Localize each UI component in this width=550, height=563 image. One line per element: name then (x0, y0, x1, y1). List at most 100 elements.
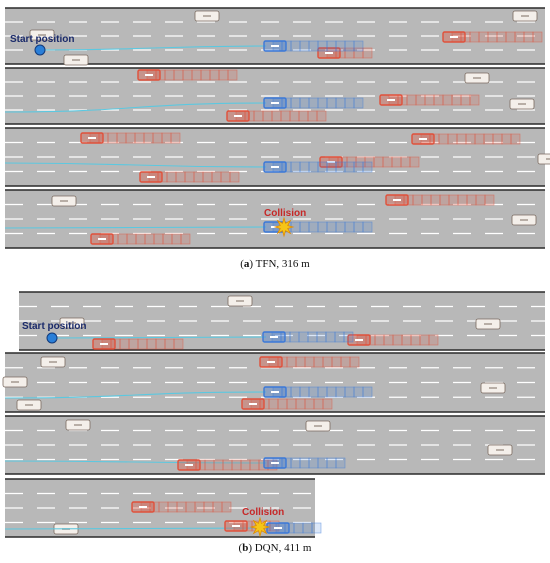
car-window (60, 200, 68, 202)
adversary-vehicle-window (325, 52, 333, 54)
car-window (521, 15, 529, 17)
adversary-vehicle (317, 47, 373, 59)
adversary-vehicle-trail (268, 398, 279, 410)
ego-vehicle-trail (308, 40, 319, 52)
adversary-vehicle-trail (438, 133, 449, 145)
adversary-vehicle-trail (487, 31, 498, 43)
ego-vehicle-trail (326, 40, 337, 52)
adversary-vehicle-window (387, 99, 395, 101)
adversary-vehicle-trail (166, 171, 177, 183)
ego-trajectory (4, 102, 267, 113)
ego-vehicle-trail (290, 386, 301, 398)
adversary-vehicle-window (185, 464, 193, 466)
adversary-vehicle-trail (331, 356, 342, 368)
adversary-vehicle-trail (218, 69, 229, 81)
ego-vehicle-trail (317, 97, 328, 109)
adversary-vehicle-window (88, 137, 96, 139)
collision-label: Collision (264, 208, 306, 219)
adversary-vehicle-trail (419, 334, 430, 346)
ego-vehicle-trail (290, 457, 301, 469)
adversary-vehicle-trail (158, 501, 169, 513)
adversary-vehicle (90, 233, 191, 245)
ego-vehicle-trail (302, 522, 313, 534)
ego-vehicle-trail (343, 331, 354, 343)
adversary-vehicle-trail (469, 94, 480, 106)
adversary-vehicle-trail (167, 501, 178, 513)
ego-vehicle-trail (344, 40, 355, 52)
ego-vehicle (263, 97, 364, 109)
adversary-vehicle-trail (200, 69, 211, 81)
adversary-vehicle-trail (117, 233, 128, 245)
car-window (520, 219, 528, 221)
car-window (38, 34, 46, 36)
adversary-vehicle-trail (373, 156, 384, 168)
adversary-vehicle-trail (194, 501, 205, 513)
ego-vehicle-trail (317, 386, 328, 398)
adversary-vehicle-trail (286, 356, 297, 368)
ego-vehicle-trail (353, 221, 364, 233)
adversary-vehicle-trail (514, 31, 525, 43)
adversary-vehicle-trail (483, 133, 494, 145)
ego-vehicle-trail (325, 331, 336, 343)
car-window (489, 387, 497, 389)
adversary-vehicle (92, 338, 184, 350)
adversary-vehicle-trail (162, 233, 173, 245)
ego-vehicle-trail (353, 386, 364, 398)
adversary-vehicle-trail (171, 233, 182, 245)
car-window (74, 424, 82, 426)
ego-vehicle-trail (344, 161, 355, 173)
car-window (546, 158, 550, 160)
adversary-vehicle-trail (362, 47, 373, 59)
ego-vehicle-trail (335, 40, 346, 52)
adversary-vehicle-trail (447, 133, 458, 145)
ego-vehicle-trail (317, 457, 328, 469)
adversary-vehicle-trail (295, 398, 306, 410)
adversary-vehicle-trail (298, 110, 309, 122)
ego-vehicle-trail (290, 161, 301, 173)
ego-vehicle-trail (308, 386, 319, 398)
ego-vehicle-trail (299, 457, 310, 469)
ego-vehicle-trail (299, 386, 310, 398)
adversary-vehicle-trail (262, 110, 273, 122)
adversary-vehicle-trail (231, 459, 242, 471)
adversary-vehicle-trail (448, 194, 459, 206)
start-marker (46, 332, 58, 344)
adversary-vehicle (139, 171, 240, 183)
ego-vehicle-trail (316, 331, 327, 343)
adversary-vehicle-trail (193, 171, 204, 183)
adversary-vehicle-trail (295, 356, 306, 368)
adversary-vehicle-trail (229, 171, 240, 183)
adversary-vehicle-trail (211, 171, 222, 183)
adversary-vehicle-window (139, 506, 147, 508)
adversary-vehicle-trail (180, 233, 191, 245)
ego-trajectory (4, 391, 267, 399)
ego-vehicle-trail (308, 221, 319, 233)
adversary-vehicle (80, 132, 181, 144)
ego-vehicle-trail (353, 97, 364, 109)
adversary-vehicle-trail (469, 31, 480, 43)
adversary-vehicle-trail (492, 133, 503, 145)
adversary-vehicle-trail (410, 334, 421, 346)
ego-vehicle-trail (326, 386, 337, 398)
ego-vehicle-trail (289, 331, 300, 343)
adversary-vehicle-trail (451, 94, 462, 106)
car-window (68, 322, 76, 324)
adversary-vehicle-trail (222, 459, 233, 471)
adversary-vehicle-trail (176, 501, 187, 513)
ego-vehicle-trail (293, 522, 304, 534)
adversary-vehicle-trail (185, 501, 196, 513)
adversary-vehicle-trail (466, 194, 477, 206)
adversary-vehicle-trail (173, 338, 184, 350)
ego-vehicle-window (271, 462, 279, 464)
adversary-vehicle-trail (322, 398, 333, 410)
ego-vehicle (263, 457, 346, 469)
adversary-vehicle-window (355, 339, 363, 341)
car-window (314, 425, 322, 427)
adversary-vehicle-trail (202, 171, 213, 183)
car-window (11, 381, 19, 383)
ego-vehicle (266, 522, 322, 534)
car-window (496, 449, 504, 451)
adversary-vehicle-trail (144, 233, 155, 245)
ego-vehicle-trail (317, 221, 328, 233)
ego-vehicle (262, 331, 354, 343)
